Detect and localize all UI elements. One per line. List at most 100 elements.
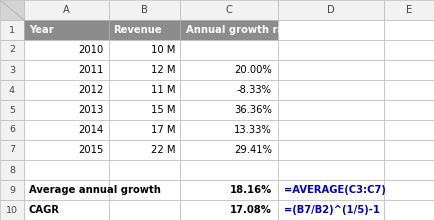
- Bar: [384, 100, 434, 120]
- Bar: [24, 160, 109, 180]
- Text: 10: 10: [6, 205, 18, 214]
- Text: 4: 4: [9, 86, 15, 95]
- Text: C: C: [226, 5, 232, 15]
- Text: 2011: 2011: [78, 65, 103, 75]
- Text: 20.00%: 20.00%: [234, 65, 272, 75]
- Text: E: E: [406, 5, 412, 15]
- Text: 36.36%: 36.36%: [234, 105, 272, 115]
- Text: =AVERAGE(C3:C7): =AVERAGE(C3:C7): [284, 185, 386, 195]
- Bar: [0, 120, 24, 140]
- Bar: [180, 160, 278, 180]
- Text: -8.33%: -8.33%: [237, 85, 272, 95]
- Bar: [180, 20, 278, 40]
- Bar: [278, 20, 384, 40]
- Bar: [24, 200, 109, 220]
- Bar: [278, 80, 384, 100]
- Bar: [180, 180, 278, 200]
- Bar: [0, 160, 24, 180]
- Bar: [108, 60, 180, 80]
- Bar: [0, 200, 24, 220]
- Bar: [0, 60, 24, 80]
- Text: =(B7/B2)^(1/5)-1: =(B7/B2)^(1/5)-1: [284, 205, 380, 215]
- Bar: [278, 100, 384, 120]
- Bar: [24, 180, 109, 200]
- Bar: [278, 120, 384, 140]
- Text: 13.33%: 13.33%: [234, 125, 272, 135]
- Text: 1: 1: [9, 26, 15, 35]
- Bar: [384, 180, 434, 200]
- Text: 18.16%: 18.16%: [230, 185, 272, 195]
- Text: 2012: 2012: [78, 85, 103, 95]
- Text: 2015: 2015: [78, 145, 103, 155]
- Bar: [180, 100, 278, 120]
- Bar: [108, 100, 180, 120]
- Text: 11 M: 11 M: [151, 85, 176, 95]
- Bar: [278, 200, 384, 220]
- Text: 15 M: 15 M: [151, 105, 176, 115]
- Bar: [24, 120, 109, 140]
- Bar: [384, 120, 434, 140]
- Bar: [384, 60, 434, 80]
- Text: 6: 6: [9, 125, 15, 134]
- Text: 2010: 2010: [78, 45, 103, 55]
- Bar: [0, 80, 24, 100]
- Bar: [108, 120, 180, 140]
- Text: B: B: [141, 5, 148, 15]
- Text: 2013: 2013: [78, 105, 103, 115]
- Bar: [108, 140, 180, 160]
- Bar: [180, 140, 278, 160]
- Bar: [24, 100, 109, 120]
- Bar: [108, 20, 180, 40]
- Bar: [278, 140, 384, 160]
- Text: 2: 2: [9, 46, 15, 55]
- Text: D: D: [327, 5, 335, 15]
- Bar: [24, 40, 109, 60]
- Bar: [278, 60, 384, 80]
- Bar: [108, 40, 180, 60]
- Text: CAGR: CAGR: [29, 205, 60, 215]
- Bar: [180, 0, 278, 20]
- Text: Year: Year: [29, 25, 54, 35]
- Bar: [108, 0, 180, 20]
- Bar: [384, 80, 434, 100]
- Text: 10 M: 10 M: [151, 45, 176, 55]
- Bar: [384, 160, 434, 180]
- Text: 3: 3: [9, 66, 15, 75]
- Text: 2014: 2014: [78, 125, 103, 135]
- Bar: [108, 160, 180, 180]
- Bar: [180, 40, 278, 60]
- Bar: [278, 180, 384, 200]
- Bar: [278, 0, 384, 20]
- Bar: [0, 100, 24, 120]
- Bar: [180, 80, 278, 100]
- Text: 8: 8: [9, 165, 15, 174]
- Text: 5: 5: [9, 106, 15, 114]
- Bar: [384, 20, 434, 40]
- Bar: [384, 140, 434, 160]
- Text: Revenue: Revenue: [113, 25, 161, 35]
- Bar: [384, 40, 434, 60]
- Bar: [108, 80, 180, 100]
- Text: Average annual growth: Average annual growth: [29, 185, 161, 195]
- Bar: [24, 140, 109, 160]
- Text: 7: 7: [9, 145, 15, 154]
- Bar: [384, 0, 434, 20]
- Text: Annual growth rate: Annual growth rate: [186, 25, 296, 35]
- Text: 9: 9: [9, 185, 15, 194]
- Bar: [278, 40, 384, 60]
- Bar: [180, 120, 278, 140]
- Text: A: A: [63, 5, 69, 15]
- Bar: [108, 180, 180, 200]
- Bar: [0, 140, 24, 160]
- Bar: [24, 60, 109, 80]
- Bar: [24, 20, 109, 40]
- Bar: [180, 60, 278, 80]
- Text: 12 M: 12 M: [151, 65, 176, 75]
- Bar: [278, 160, 384, 180]
- Bar: [108, 200, 180, 220]
- Bar: [384, 200, 434, 220]
- Bar: [0, 0, 24, 20]
- Bar: [180, 200, 278, 220]
- Text: 22 M: 22 M: [151, 145, 176, 155]
- Text: 17.08%: 17.08%: [230, 205, 272, 215]
